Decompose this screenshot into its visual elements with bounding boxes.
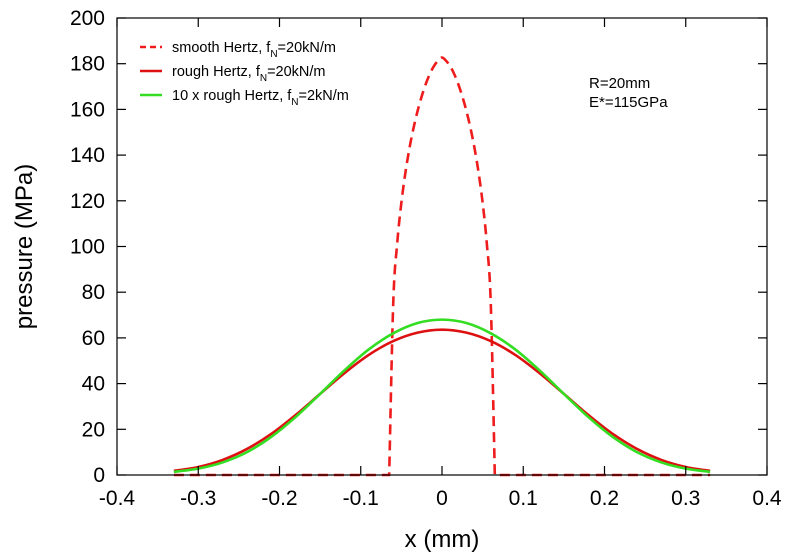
x-tick-label: -0.3 — [180, 487, 216, 510]
legend-label-main: rough Hertz, f — [172, 64, 261, 80]
legend-label-subscript: N — [291, 97, 298, 108]
x-tick-label: 0.2 — [590, 487, 619, 510]
legend-label-1: smooth Hertz, fN=20kN/m — [172, 40, 336, 60]
y-axis-title: pressure (MPa) — [11, 164, 38, 329]
legend-label-subscript: N — [260, 73, 267, 84]
legend-label-3: 10 x rough Hertz, fN=2kN/m — [172, 88, 349, 108]
y-tick-label: 100 — [70, 236, 105, 259]
x-tick-label: -0.4 — [99, 487, 136, 510]
y-tick-label: 40 — [82, 373, 105, 396]
annotation-2: E*=115GPa — [589, 94, 668, 111]
series-line-1 — [173, 56, 711, 477]
series-line-2 — [173, 328, 711, 473]
y-tick-label: 20 — [82, 418, 105, 441]
y-tick-label: 140 — [70, 144, 105, 167]
y-tick-label: 80 — [82, 281, 105, 304]
series-line-3 — [173, 318, 711, 474]
y-tick-label: 160 — [70, 98, 105, 121]
x-tick-label: 0 — [436, 487, 448, 510]
x-tick-label: 0.1 — [509, 487, 538, 510]
x-tick-label: -0.2 — [261, 487, 297, 510]
y-tick-label: 0 — [93, 464, 105, 487]
legend-label-tail: =20kN/m — [267, 64, 325, 80]
x-tick-label: 0.3 — [671, 487, 700, 510]
x-tick-label: -0.1 — [343, 487, 379, 510]
legend-label-tail: =20kN/m — [278, 40, 336, 56]
x-axis-title: x (mm) — [405, 526, 480, 553]
series-layer — [173, 56, 711, 477]
legend-label-main: 10 x rough Hertz, f — [172, 88, 292, 104]
x-tick-label: 0.4 — [752, 487, 782, 510]
tick-layer: -0.4 -0.3 -0.2 -0.1 0 0.1 0.2 0.3 0.4 0 20 40 60 80 10… — [70, 7, 782, 510]
legend-label-tail: =2kN/m — [299, 88, 349, 104]
annotations: R=20mm E*=115GPa — [589, 75, 668, 111]
legend-label-main: smooth Hertz, f — [172, 40, 271, 56]
legend-label-2: rough Hertz, fN=20kN/m — [172, 64, 326, 84]
annotation-1: R=20mm — [589, 75, 650, 92]
legend-label-subscript: N — [270, 49, 277, 60]
y-tick-label: 60 — [82, 327, 105, 350]
y-tick-label: 200 — [70, 7, 105, 30]
y-tick-label: 120 — [70, 190, 105, 213]
y-tick-label: 180 — [70, 53, 105, 76]
